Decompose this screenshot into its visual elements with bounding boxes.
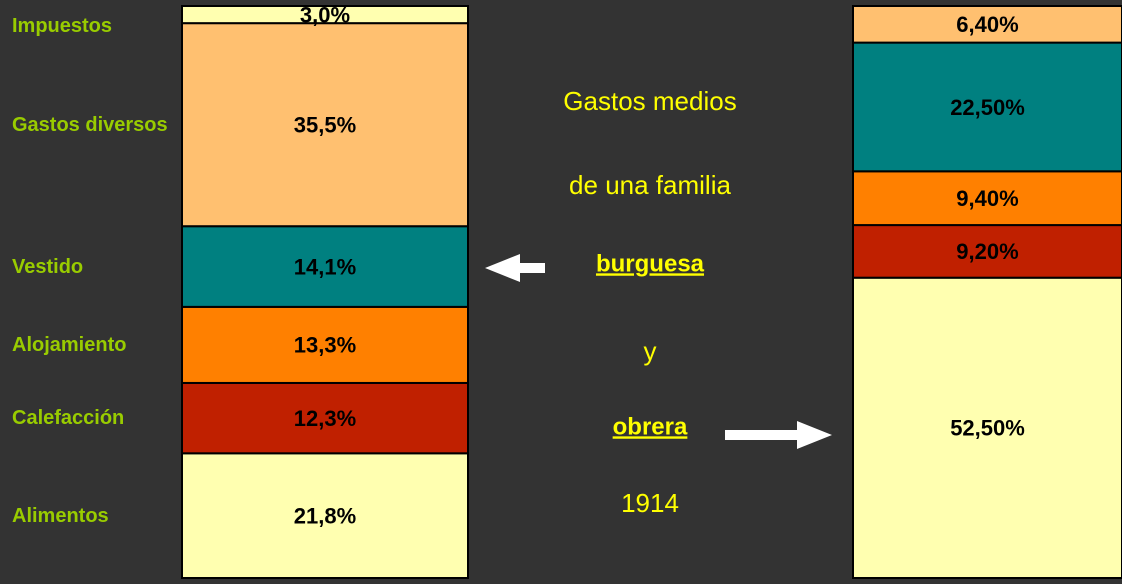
legend-label: Calefacción [12,407,125,430]
value-label: 21,8% [294,503,356,528]
category-label: obrera [613,413,688,440]
bar-segment [181,22,469,228]
bar-segment [181,305,469,384]
legend-label: Impuestos [12,15,113,37]
bar-segment [852,5,1122,44]
value-label: 22,50% [950,95,1025,120]
bar-segment [181,381,469,455]
annotation: y [644,336,657,366]
value-label: 14,1% [294,254,356,279]
legend-label: Gastos diversos [12,113,168,136]
bar-segment [181,5,469,25]
value-label: 52,50% [950,416,1025,441]
value-label: 9,40% [956,186,1018,211]
value-label: 6,40% [956,12,1018,37]
bar-segment [181,452,469,579]
arrow-right [725,421,832,449]
annotation: de una familia [569,170,731,200]
value-label: 35,5% [294,113,356,138]
annotation: Gastos medios [563,86,736,116]
bar-segment [852,276,1122,579]
value-label: 3,0% [300,2,350,27]
value-label: 9,20% [956,239,1018,264]
annotation: 1914 [621,488,679,518]
legend-label: Alimentos [12,504,109,527]
value-label: 12,3% [294,406,356,431]
value-label: 13,3% [294,333,356,358]
bar-segment [852,41,1122,173]
bar-segment [181,225,469,308]
legend-label: Vestido [12,255,84,278]
category-label: burguesa [596,250,705,277]
arrow-left [485,254,545,282]
legend-label: Alojamiento [12,333,127,356]
